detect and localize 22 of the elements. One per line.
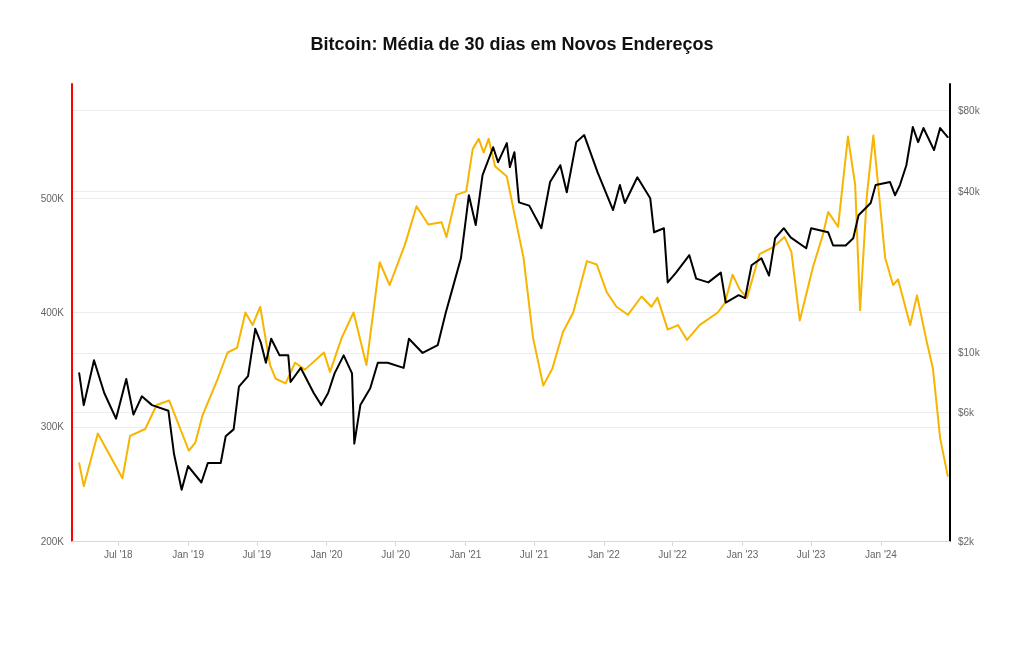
- y2-tick-label: $40k: [958, 185, 981, 197]
- y2-tick-label: $2k: [958, 535, 976, 547]
- x-tick-label: Jul '20: [381, 548, 411, 560]
- x-tick-label: Jan '23: [726, 548, 759, 560]
- y-tick-label: 200K: [40, 535, 65, 547]
- x-tick-label: Jan '21: [449, 548, 482, 560]
- x-tick-label: Jul '21: [519, 548, 549, 560]
- chart-title: Bitcoin: Média de 30 dias em Novos Endereços: [310, 34, 714, 54]
- x-tick-label: Jan '22: [587, 548, 621, 560]
- x-tick-label: Jul '22: [658, 548, 688, 560]
- x-tick-label: Jul '19: [242, 548, 272, 560]
- y2-tick-label: $80k: [958, 104, 981, 116]
- y2-tick-label: $6k: [958, 407, 976, 419]
- x-tick-label: Jul '18: [103, 548, 134, 560]
- y-tick-label: 300K: [40, 421, 65, 433]
- y-tick-label: 400K: [40, 307, 65, 318]
- x-tick-label: Jan '24: [864, 548, 898, 560]
- x-tick-label: Jul '23: [796, 548, 826, 560]
- x-tick-label: Jan '19: [172, 548, 205, 560]
- x-tick-label: Jan '20: [310, 548, 343, 560]
- y2-tick-label: $10k: [958, 347, 981, 359]
- y-tick-label: 500K: [40, 192, 65, 204]
